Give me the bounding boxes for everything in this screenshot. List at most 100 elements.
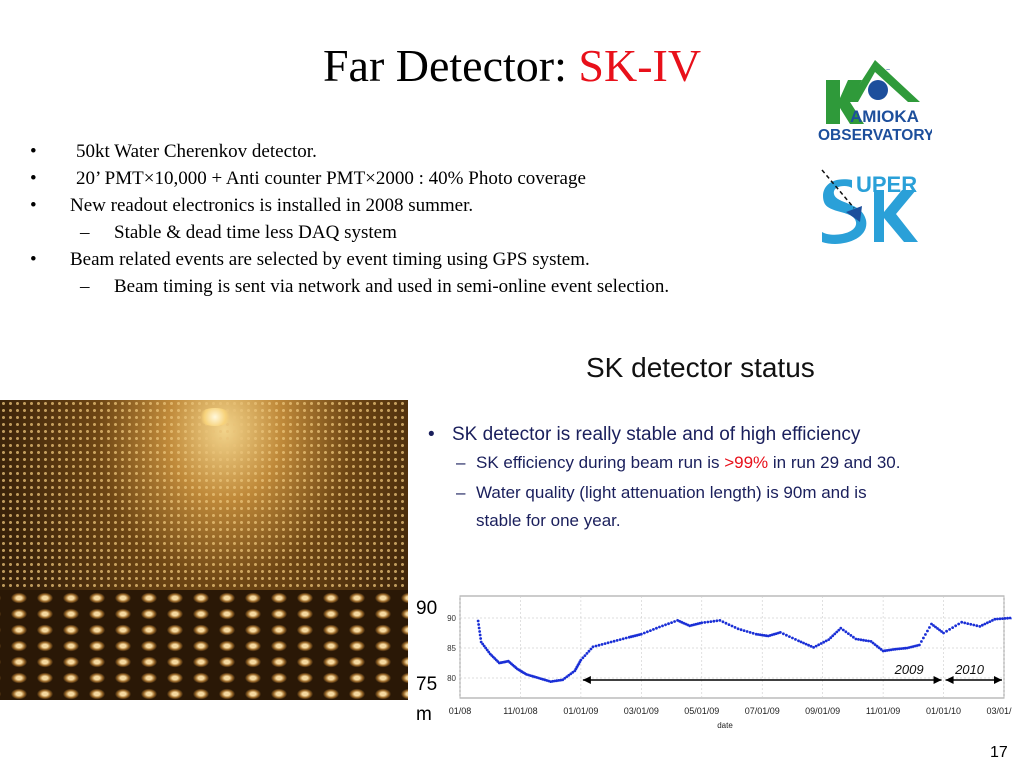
- data-point: [963, 621, 967, 625]
- data-point: [718, 619, 722, 622]
- data-point: [645, 630, 649, 634]
- data-point: [846, 632, 850, 635]
- data-point: [479, 640, 483, 644]
- data-point: [864, 639, 868, 642]
- data-point: [477, 626, 481, 630]
- data-point: [733, 626, 737, 629]
- data-point: [621, 637, 625, 641]
- data-point: [928, 626, 931, 629]
- data-point: [482, 644, 486, 648]
- title-prefix: Far Detector:: [322, 40, 579, 91]
- data-point: [948, 628, 951, 631]
- data-point: [658, 625, 661, 629]
- x-tick-label: 03/01/09: [624, 706, 659, 716]
- data-point: [945, 629, 948, 633]
- data-point: [983, 622, 987, 626]
- data-point: [670, 621, 673, 624]
- annotation-m: m: [416, 704, 432, 725]
- data-point: [485, 648, 489, 652]
- data-point: [867, 639, 870, 643]
- data-point: [829, 636, 833, 640]
- data-point: [926, 629, 929, 633]
- kamioka-logo-graphic: ~ AMIOKA OBSERVATORY: [818, 60, 935, 144]
- status-item: • SK detector is really stable and of hig…: [428, 424, 861, 445]
- y-tick-label: 85: [447, 644, 456, 653]
- data-point: [980, 623, 984, 627]
- data-point: [567, 673, 571, 677]
- data-point: [579, 658, 583, 662]
- data-point: [1001, 617, 1004, 620]
- x-tick-label: 05/01/09: [684, 706, 719, 716]
- data-point: [703, 621, 707, 624]
- data-point: [802, 641, 805, 645]
- data-point: [606, 641, 610, 645]
- x-tick-label: 09/01/09: [805, 706, 840, 716]
- data-point: [814, 644, 818, 648]
- data-point: [819, 642, 823, 645]
- data-point: [831, 634, 835, 638]
- y-tick-label: 90: [447, 614, 456, 623]
- data-point: [748, 631, 752, 634]
- data-point: [835, 630, 839, 634]
- data-point: [624, 636, 628, 640]
- data-point: [954, 624, 958, 628]
- data-point: [673, 620, 676, 623]
- data-point: [712, 619, 716, 623]
- year-label: 2010: [954, 662, 985, 677]
- super-k-logo: UPER: [818, 162, 928, 246]
- data-point: [993, 617, 997, 621]
- status-sub-item: – Water quality (light attenuation length…: [456, 483, 867, 502]
- data-point: [739, 628, 743, 632]
- data-point: [721, 620, 725, 624]
- data-point: [589, 647, 593, 651]
- attenuation-chart-svg: 80 85 90 01/08 11/01/08 01/01/09 03/01/09 05/01…: [416, 595, 1024, 730]
- data-point: [942, 631, 945, 635]
- data-point: [817, 643, 821, 647]
- data-point: [985, 621, 989, 625]
- data-point: [727, 623, 731, 626]
- data-point: [804, 642, 808, 646]
- bullet-item: • 20’ PMT×10,000 + Anti counter PMT×2000 …: [30, 168, 586, 189]
- data-point: [875, 644, 879, 648]
- data-point: [724, 621, 728, 625]
- data-point: [877, 646, 881, 650]
- data-point: [600, 643, 604, 646]
- data-point: [849, 634, 853, 637]
- data-point: [569, 672, 573, 676]
- data-point: [781, 632, 785, 636]
- data-point: [901, 647, 905, 650]
- data-point: [477, 623, 481, 626]
- data-point: [893, 647, 897, 651]
- kamioka-observatory-logo: ~ AMIOKA OBSERVATORY: [818, 50, 935, 146]
- data-point: [972, 623, 976, 627]
- data-point: [960, 620, 964, 624]
- data-point: [664, 623, 667, 627]
- year-arrow-head-right: [933, 676, 942, 684]
- data-point: [895, 647, 899, 651]
- data-point: [988, 620, 992, 623]
- data-point: [938, 628, 941, 632]
- status-list: • SK detector is really stable and of hig…: [428, 421, 1018, 535]
- data-point: [794, 638, 797, 641]
- page-number: 17: [990, 744, 1008, 761]
- data-point: [612, 639, 616, 643]
- data-point: [1008, 616, 1012, 620]
- data-point: [652, 628, 655, 631]
- data-point: [597, 643, 601, 647]
- x-tick-label: 11/01/09: [866, 706, 900, 716]
- data-point: [797, 639, 800, 643]
- data-point: [563, 676, 567, 680]
- data-point: [1006, 616, 1009, 620]
- status-sub-item: – SK efficiency during beam run is >99% i…: [456, 453, 901, 472]
- data-point: [478, 633, 482, 637]
- data-point: [837, 628, 841, 632]
- data-point: [561, 678, 565, 682]
- data-point: [978, 625, 982, 628]
- data-point: [969, 622, 973, 626]
- data-point: [736, 627, 740, 631]
- data-point: [824, 639, 828, 643]
- data-point: [857, 638, 860, 641]
- status-title: SK detector status: [586, 352, 815, 383]
- data-point: [661, 624, 664, 628]
- data-point: [822, 640, 826, 644]
